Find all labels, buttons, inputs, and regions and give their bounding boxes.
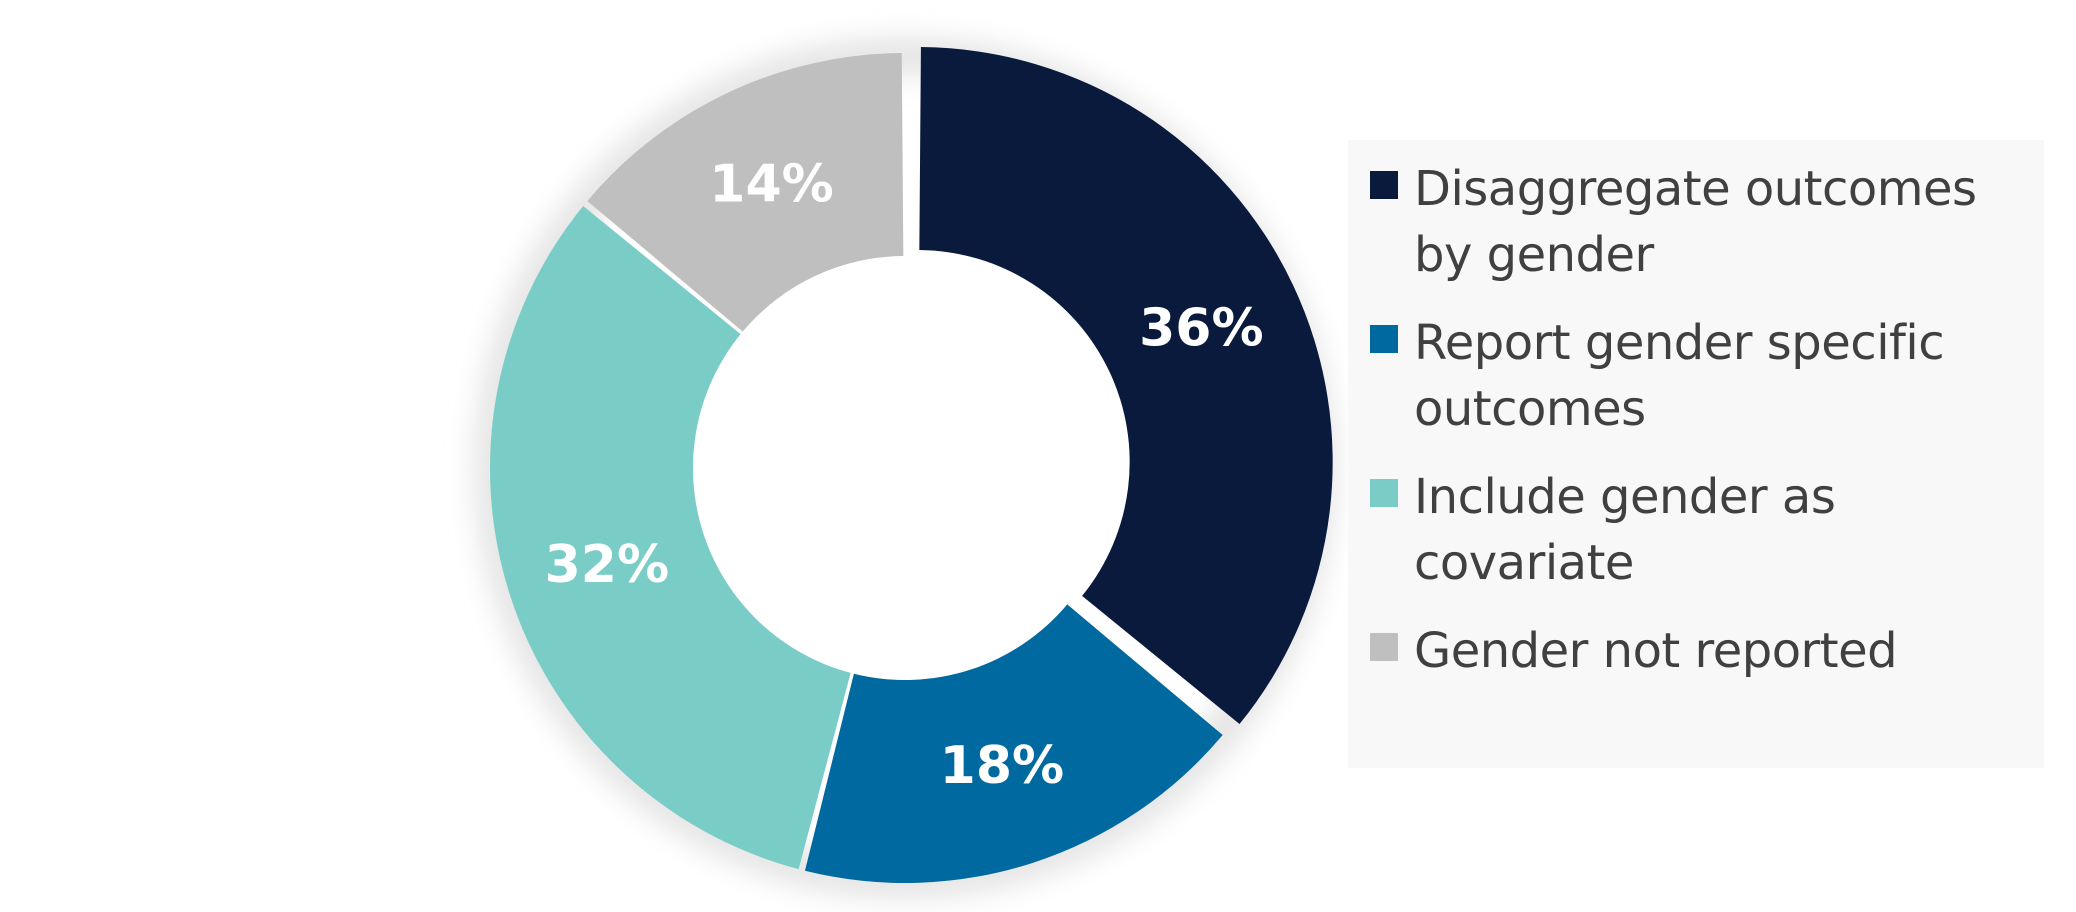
slice-data-label: 36%: [1139, 299, 1263, 359]
legend-item-disaggregate: Disaggregate outcomes by gender: [1370, 156, 2044, 288]
legend-swatch: [1370, 325, 1398, 353]
donut-slice: [489, 205, 851, 870]
donut-slices: [489, 47, 1333, 883]
slice-data-label: 32%: [545, 535, 669, 595]
slice-data-label: 18%: [940, 736, 1064, 796]
donut-data-labels: 36% 18% 32% 14%: [545, 154, 1264, 796]
legend-swatch: [1370, 633, 1398, 661]
slice-data-label: 14%: [709, 154, 833, 214]
legend-item-not-reported: Gender not reported: [1370, 618, 2044, 684]
legend-label: Gender not reported: [1414, 623, 1898, 679]
donut-slice: [804, 604, 1223, 883]
donut-slice: [587, 53, 904, 332]
legend-label: Report gender specific outcomes: [1414, 315, 1945, 437]
donut-slice: [919, 47, 1333, 725]
legend-label: Disaggregate outcomes by gender: [1414, 161, 1977, 283]
legend-swatch: [1370, 171, 1398, 199]
legend: Disaggregate outcomes by gender Report g…: [1348, 140, 2044, 768]
legend-item-covariate: Include gender as covariate: [1370, 464, 2044, 596]
legend-swatch: [1370, 479, 1398, 507]
legend-item-report-specific: Report gender specific outcomes: [1370, 310, 2044, 442]
legend-label: Include gender as covariate: [1414, 469, 1836, 591]
